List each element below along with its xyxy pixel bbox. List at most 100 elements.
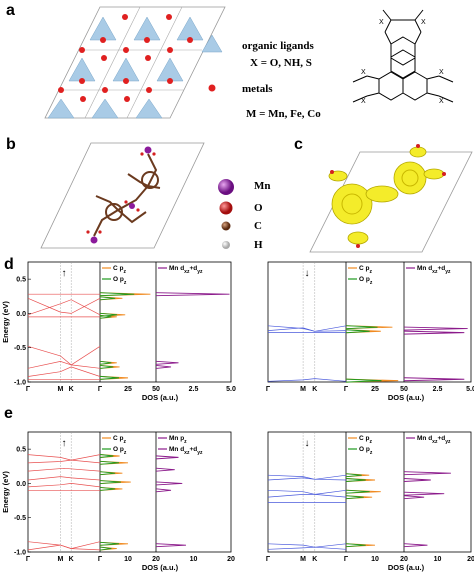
dos-o-pz — [345, 329, 370, 334]
x-label: X — [439, 69, 444, 76]
band-line — [27, 454, 101, 461]
dos-tick-label: 25 — [124, 386, 132, 393]
dos-o-pz — [345, 489, 370, 494]
kpath-label: K — [69, 386, 74, 393]
band-line — [27, 541, 101, 549]
dos-tick-label: 25 — [371, 386, 379, 393]
dos-mn-d — [403, 377, 465, 382]
legend-label: O pz — [359, 276, 373, 286]
band-line — [27, 366, 101, 377]
x-label: X — [361, 69, 366, 76]
dos-tick-label: 20 — [467, 556, 474, 563]
dos-mn-d — [403, 478, 431, 482]
band-line — [267, 378, 347, 382]
dos-axis-label: DOS (a.u.) — [388, 563, 425, 572]
band-line — [267, 477, 347, 481]
legend-label: O pz — [113, 276, 127, 286]
plot-frame — [27, 431, 232, 553]
y-tick-label: 0.5 — [16, 447, 26, 454]
dos-tick-label: 20 — [227, 556, 235, 563]
kpath-label: Γ — [266, 386, 271, 393]
dos-mn-d — [155, 488, 172, 493]
legend-m: M = Mn, Fe, Co — [246, 108, 321, 120]
y-tick-label: 0.0 — [16, 481, 26, 488]
dos-tick-label: 50 — [400, 386, 408, 393]
y-axis-label: Energy (eV) — [1, 301, 10, 343]
spin-arrow: ↑ — [62, 268, 67, 279]
band-line — [267, 543, 347, 548]
band-line — [27, 476, 101, 481]
dos-o-pz — [99, 364, 114, 369]
dos-o-pz — [99, 296, 116, 301]
legend-metals: metals — [242, 83, 273, 95]
kagome-lattice-diagram — [44, 6, 226, 119]
dos-mn-d — [155, 292, 230, 297]
dos-axis-label: DOS (a.u.) — [142, 393, 179, 402]
band-line — [267, 474, 347, 480]
dos-o-pz — [345, 325, 378, 330]
dos-tick-label: 2.5 — [433, 386, 443, 393]
dos-axis-label: DOS (a.u.) — [142, 563, 179, 572]
dos-o-pz — [99, 541, 120, 546]
legend-label: Mn dxz+dyz — [169, 446, 203, 456]
legend-label: Mn dxz+dyz — [169, 265, 203, 275]
dos-mn-d — [155, 360, 179, 365]
structure-b-diagram — [40, 142, 205, 249]
panel-c-label: c — [294, 136, 303, 153]
dos-mn-d — [155, 467, 175, 472]
dos-o-pz — [99, 480, 121, 485]
dos-tick-label: 2.5 — [189, 386, 199, 393]
band-line — [27, 297, 101, 314]
legend-label: C pz — [113, 435, 126, 445]
dos-mn-d — [403, 471, 451, 476]
dos-o-pz — [345, 378, 382, 383]
atom-label-h: H — [254, 239, 263, 251]
kpath-label: Γ — [26, 556, 31, 563]
band-line — [27, 361, 101, 369]
dos-mn-d — [155, 481, 183, 486]
kpath-label: K — [312, 556, 317, 563]
x-label: X — [379, 19, 384, 26]
panel-b-label: b — [6, 136, 16, 153]
dos-mn-d — [155, 364, 172, 369]
y-tick-label: 0.5 — [16, 277, 26, 284]
dos-o-pz — [99, 546, 112, 551]
band-line — [267, 489, 347, 495]
legend-label: Mn dxz+dyz — [417, 265, 451, 275]
band-line — [27, 483, 101, 488]
band-line — [267, 546, 347, 550]
dos-tick-label: 10 — [124, 556, 132, 563]
kpath-label: M — [300, 556, 306, 563]
dos-tick-label: 5.0 — [466, 386, 474, 393]
atom-label-c: C — [254, 220, 262, 232]
legend-ligands: organic ligands — [242, 40, 314, 52]
spin-arrow: ↓ — [305, 268, 310, 279]
dos-mn-d — [403, 326, 468, 331]
kpath-label: Γ — [266, 556, 271, 563]
dos-tick-label: 10 — [434, 556, 442, 563]
dos-o-pz — [99, 375, 120, 380]
band-line — [267, 327, 347, 332]
spin-density-diagram — [309, 144, 473, 253]
dos-mn-d — [403, 491, 445, 496]
legend-x: X = O, NH, S — [250, 57, 312, 69]
x-label: X — [421, 19, 426, 26]
dos-o-pz — [345, 543, 366, 548]
atom-label-o: O — [254, 202, 263, 214]
plot-frame — [27, 261, 232, 383]
kpath-label: Γ — [344, 386, 349, 393]
band-line — [27, 459, 101, 464]
x-label: X — [361, 98, 366, 105]
dos-o-pz — [345, 495, 364, 500]
dos-o-pz — [99, 292, 135, 297]
dos-o-pz — [99, 454, 114, 458]
panel-e-label: e — [4, 405, 13, 422]
y-tick-label: -1.0 — [14, 550, 26, 557]
y-tick-label: -0.5 — [14, 515, 26, 522]
kpath-label: Γ — [344, 556, 349, 563]
kpath-label: M — [57, 386, 63, 393]
panel-a-label: a — [6, 2, 15, 19]
dos-o-pz — [345, 473, 362, 478]
kpath-label: M — [57, 556, 63, 563]
